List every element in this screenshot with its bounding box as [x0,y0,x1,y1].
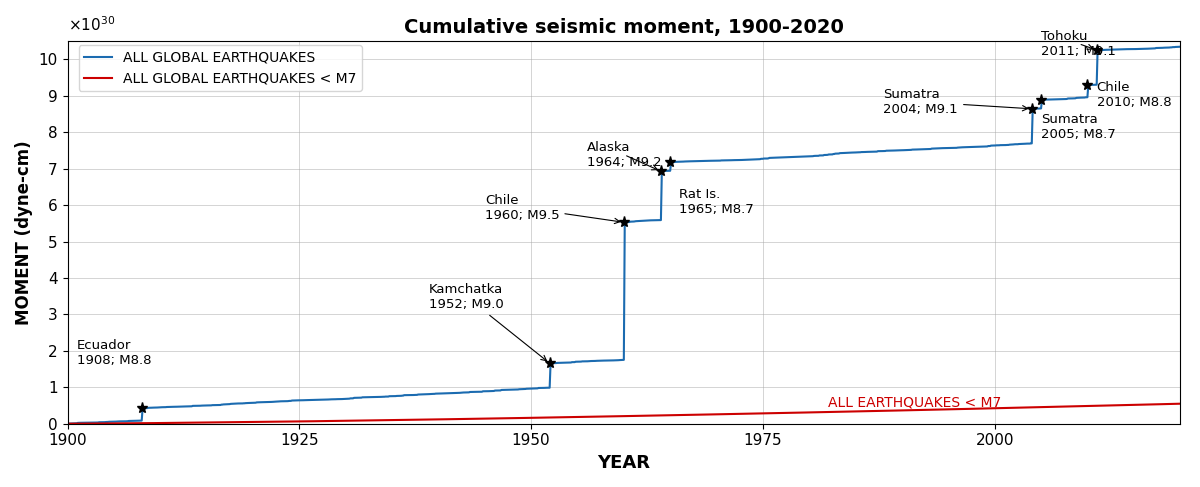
Text: Chile
2010; M8.8: Chile 2010; M8.8 [1097,80,1171,109]
Title: Cumulative seismic moment, 1900-2020: Cumulative seismic moment, 1900-2020 [404,18,844,37]
ALL GLOBAL EARTHQUAKES [875,148,889,154]
ALL GLOBAL EARTHQUAKES [851,150,865,155]
ALL GLOBAL EARTHQUAKES < M7 [851,409,865,414]
ALL GLOBAL EARTHQUAKES [60,421,74,427]
Text: Kamchatka
1952; M9.0: Kamchatka 1952; M9.0 [430,283,546,361]
Text: Rat Is.
1965; M8.7: Rat Is. 1965; M8.7 [679,188,755,216]
ALL GLOBAL EARTHQUAKES < M7 [60,421,74,427]
Text: $\times 10^{30}$: $\times 10^{30}$ [67,15,115,34]
ALL GLOBAL EARTHQUAKES [955,144,970,150]
ALL GLOBAL EARTHQUAKES < M7 [178,420,192,426]
ALL GLOBAL EARTHQUAKES [178,404,192,410]
ALL GLOBAL EARTHQUAKES < M7 [955,406,970,412]
ALL GLOBAL EARTHQUAKES < M7 [474,416,488,422]
Legend: ALL GLOBAL EARTHQUAKES, ALL GLOBAL EARTHQUAKES < M7: ALL GLOBAL EARTHQUAKES, ALL GLOBAL EARTH… [79,45,362,91]
ALL GLOBAL EARTHQUAKES < M7 [875,408,889,414]
Line: ALL GLOBAL EARTHQUAKES: ALL GLOBAL EARTHQUAKES [67,47,1181,424]
Line: ALL GLOBAL EARTHQUAKES < M7: ALL GLOBAL EARTHQUAKES < M7 [67,404,1181,424]
Text: Alaska
1964; M9.2: Alaska 1964; M9.2 [587,141,661,170]
X-axis label: YEAR: YEAR [598,454,650,472]
ALL GLOBAL EARTHQUAKES [650,217,665,223]
Text: Sumatra
2005; M8.7: Sumatra 2005; M8.7 [1042,113,1116,141]
ALL GLOBAL EARTHQUAKES [474,389,488,394]
Y-axis label: MOMENT (dyne-cm): MOMENT (dyne-cm) [16,140,34,325]
Text: Tohoku
2011; M9.1: Tohoku 2011; M9.1 [1042,30,1116,57]
Text: Ecuador
1908; M8.8: Ecuador 1908; M8.8 [77,339,151,367]
ALL GLOBAL EARTHQUAKES < M7 [1174,401,1188,407]
Text: ALL EARTHQUAKES < M7: ALL EARTHQUAKES < M7 [828,396,1001,410]
Text: Chile
1960; M9.5: Chile 1960; M9.5 [485,193,620,224]
ALL GLOBAL EARTHQUAKES [1174,44,1188,50]
ALL GLOBAL EARTHQUAKES < M7 [650,412,665,418]
Text: Sumatra
2004; M9.1: Sumatra 2004; M9.1 [883,88,1027,116]
